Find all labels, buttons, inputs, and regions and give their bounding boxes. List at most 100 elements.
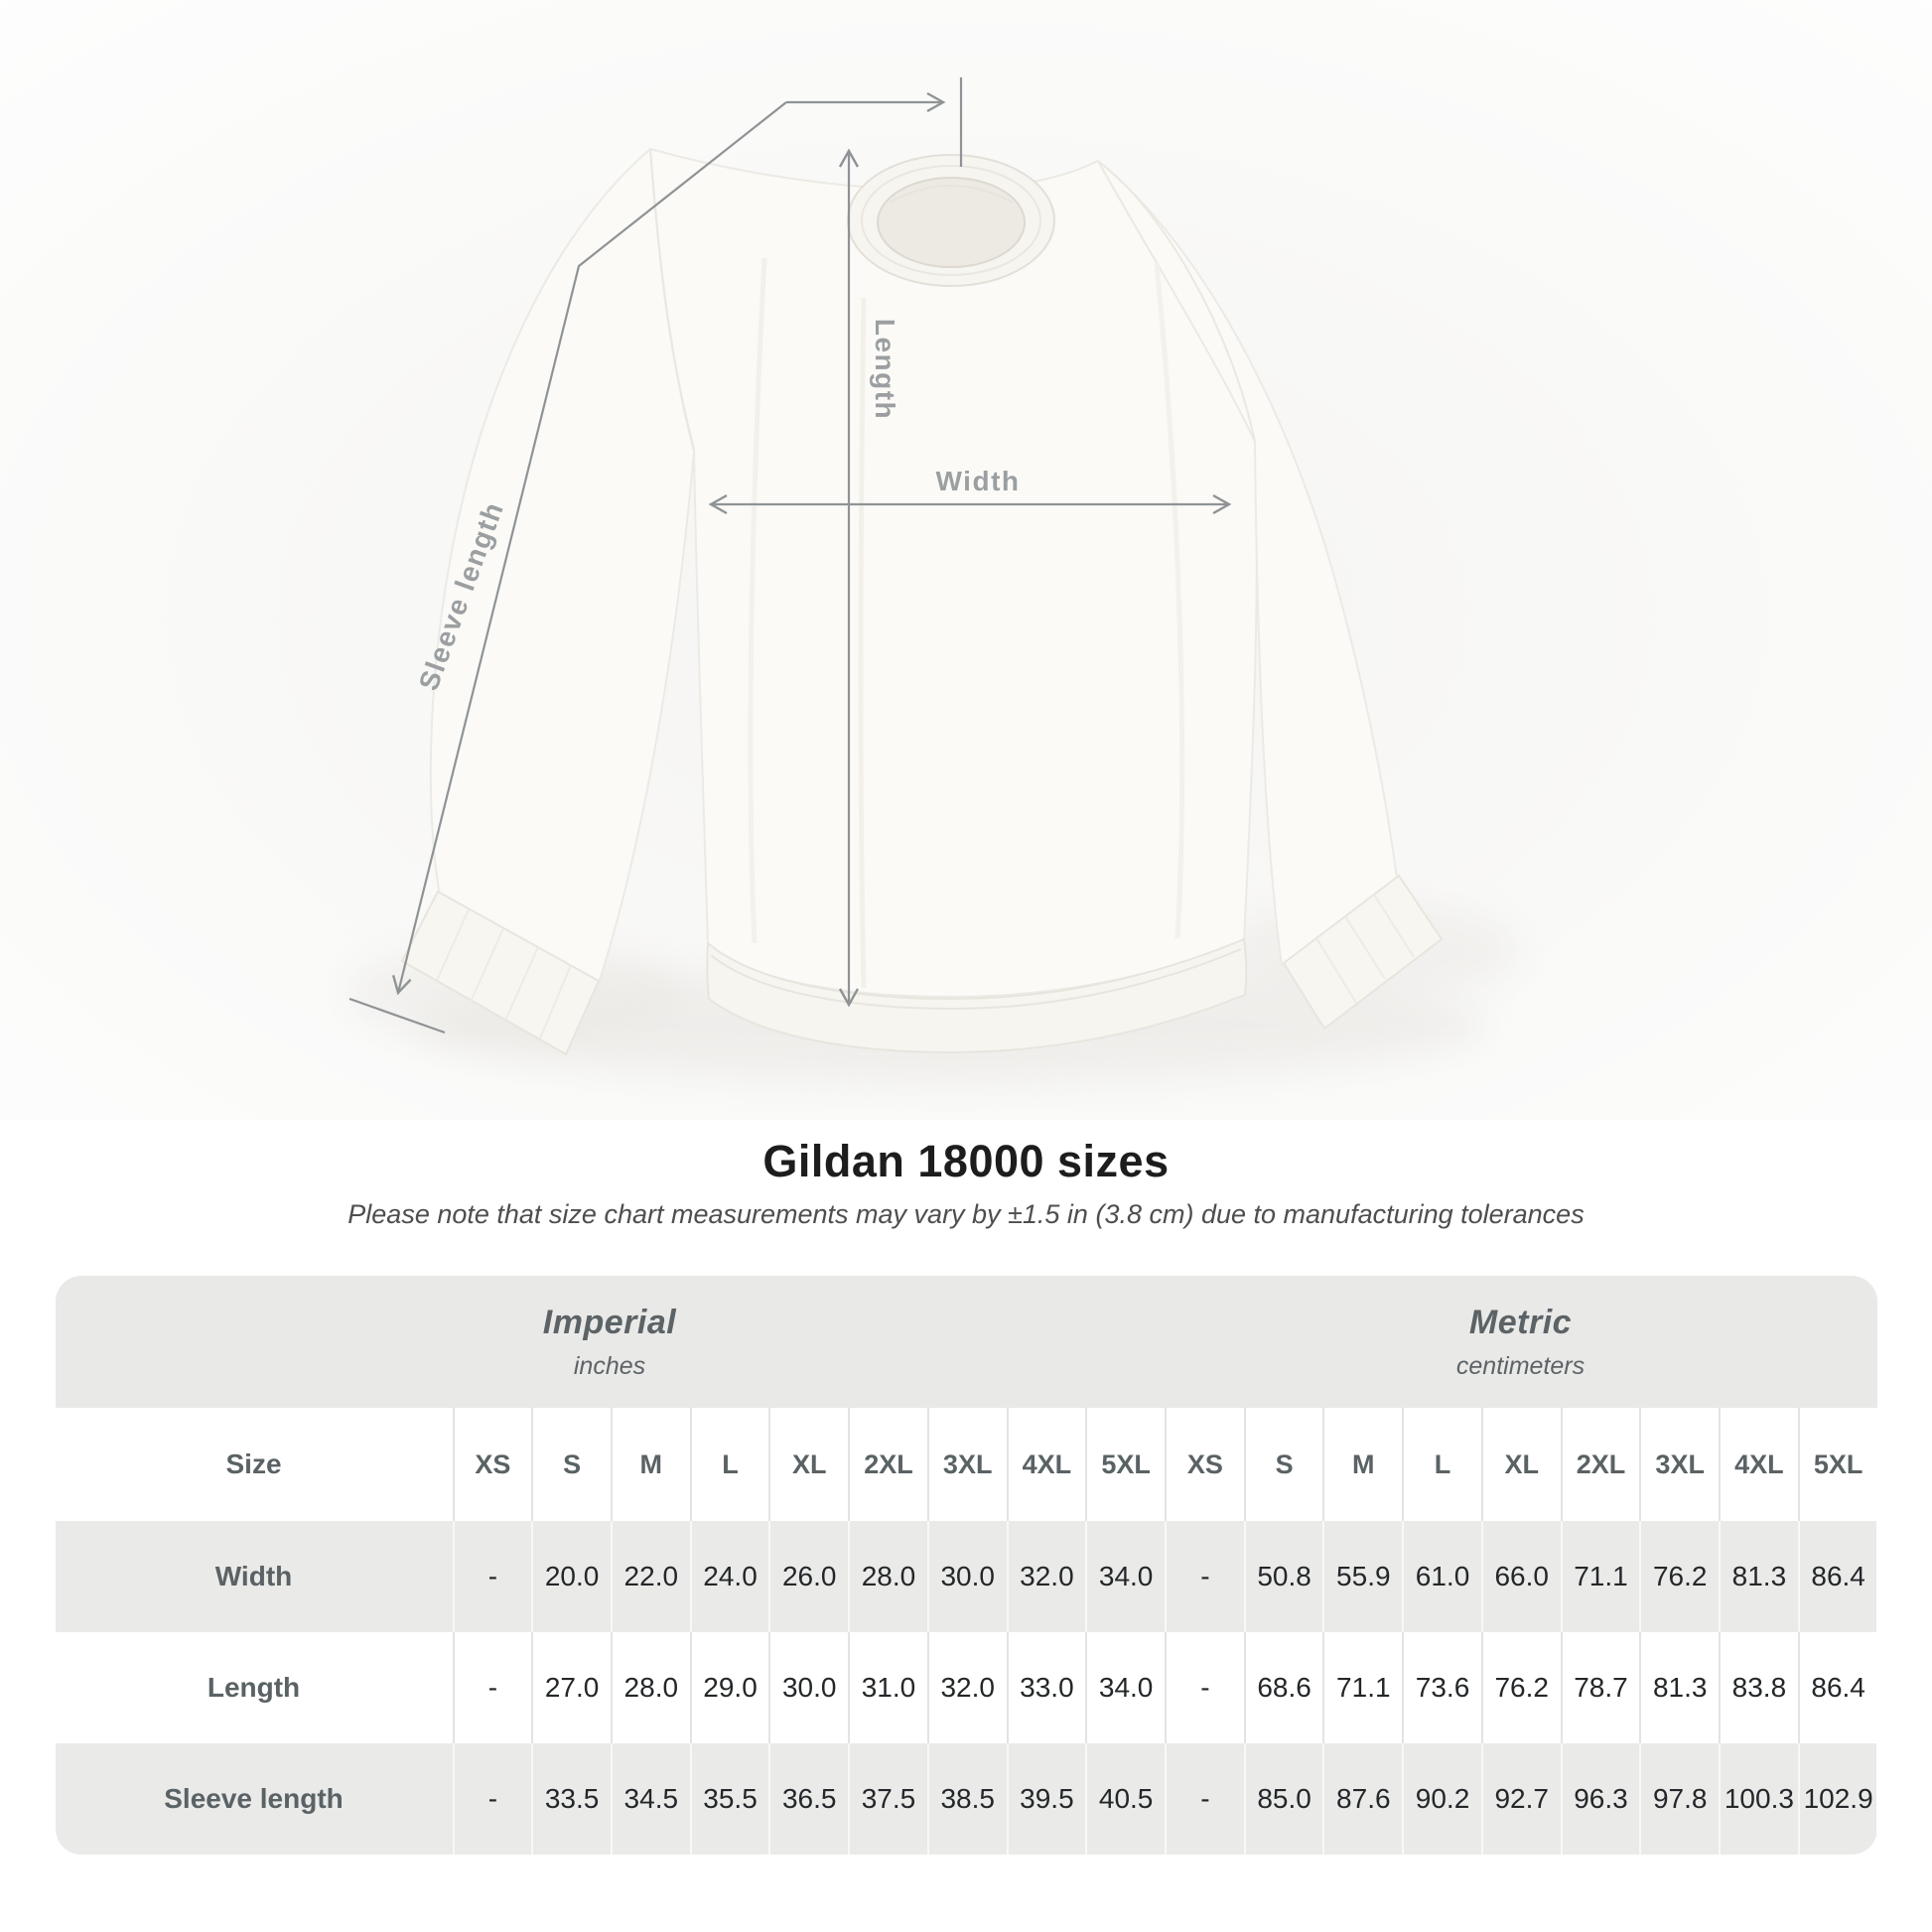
table-cell-imperial: 33.5	[531, 1743, 611, 1855]
size-chart-table: Imperial inches Metric centimeters Size X…	[55, 1276, 1877, 1855]
metric-unit-label: centimeters	[1455, 1351, 1586, 1380]
table-cell-metric: 87.6	[1322, 1743, 1403, 1855]
table-cell-imperial: 34.0	[1085, 1521, 1165, 1632]
sweatshirt-diagram: Length Width Sleeve length	[347, 77, 1519, 1082]
size-header-imperial: L	[689, 1408, 769, 1521]
size-header-imperial: XL	[768, 1408, 849, 1521]
table-cell-metric: 97.8	[1639, 1743, 1720, 1855]
size-header-imperial: S	[531, 1408, 611, 1521]
product-photo: Length Width Sleeve length	[0, 0, 1932, 1120]
table-cell-metric: 61.0	[1402, 1521, 1481, 1632]
length-dimension-label: Length	[870, 319, 900, 420]
right-cuff-ribs	[1315, 894, 1415, 1004]
table-cell-imperial: 24.0	[689, 1521, 769, 1632]
fabric-folds	[748, 257, 1185, 989]
table-cell-imperial: 38.5	[926, 1743, 1007, 1855]
table-cell-imperial: 33.0	[1006, 1632, 1086, 1743]
table-cell-metric: 81.3	[1719, 1521, 1798, 1632]
table-cell-imperial: 32.0	[1006, 1521, 1086, 1632]
sweatshirt-illustration	[401, 148, 1443, 1055]
table-cell-metric: 85.0	[1243, 1743, 1323, 1855]
size-header-metric: 2XL	[1560, 1408, 1640, 1521]
table-cell-metric: 90.2	[1402, 1743, 1481, 1855]
table-cell-imperial: 37.5	[848, 1743, 927, 1855]
table-cell-imperial: 30.0	[926, 1521, 1007, 1632]
size-header-imperial: 3XL	[926, 1408, 1007, 1521]
row-label: Width	[55, 1521, 453, 1632]
metric-label: Metric	[1468, 1303, 1573, 1341]
table-cell-metric: 86.4	[1797, 1521, 1877, 1632]
table-cell-metric: 100.3	[1719, 1743, 1798, 1855]
table-cell-metric: 71.1	[1322, 1632, 1403, 1743]
table-cell-metric: 86.4	[1797, 1632, 1877, 1743]
table-cell-imperial: 29.0	[689, 1632, 769, 1743]
sweatshirt-hem-band	[706, 938, 1248, 1053]
table-cell-metric: 50.8	[1243, 1521, 1323, 1632]
page-title: Gildan 18000 sizes	[762, 1136, 1170, 1186]
metric-group-header: Metric centimeters	[1165, 1276, 1877, 1408]
table-cell-imperial: 32.0	[926, 1632, 1007, 1743]
table-cell-metric: 76.2	[1480, 1632, 1561, 1743]
table-cell-metric: -	[1164, 1632, 1244, 1743]
imperial-group-header: Imperial inches	[56, 1276, 1165, 1408]
table-cell-metric: 55.9	[1322, 1521, 1403, 1632]
size-header-metric: M	[1322, 1408, 1403, 1521]
row-label: Sleeve length	[55, 1743, 453, 1855]
table-cell-imperial: -	[452, 1632, 532, 1743]
size-header-metric: 3XL	[1639, 1408, 1720, 1521]
unit-header-band: Imperial inches Metric centimeters	[55, 1276, 1877, 1408]
table-cell-imperial: 39.5	[1006, 1743, 1086, 1855]
table-cell-imperial: 28.0	[610, 1632, 690, 1743]
page-subtitle: Please note that size chart measurements…	[347, 1199, 1585, 1229]
size-header-imperial: M	[610, 1408, 690, 1521]
width-dimension-label: Width	[936, 466, 1021, 496]
size-header-metric: XS	[1164, 1408, 1244, 1521]
table-cell-imperial: 40.5	[1085, 1743, 1165, 1855]
table-cell-imperial: 20.0	[531, 1521, 611, 1632]
sweatshirt-right-cuff	[1283, 875, 1443, 1030]
size-header-metric: 4XL	[1719, 1408, 1798, 1521]
sleeve-length-dimension-line	[391, 101, 787, 996]
table-cell-metric: 96.3	[1560, 1743, 1640, 1855]
table-cell-metric: -	[1164, 1521, 1244, 1632]
table-cell-metric: 78.7	[1560, 1632, 1640, 1743]
size-header-metric: S	[1243, 1408, 1323, 1521]
table-cell-metric: -	[1164, 1743, 1244, 1855]
table-cell-imperial: -	[452, 1521, 532, 1632]
table-cell-metric: 68.6	[1243, 1632, 1323, 1743]
table-cell-imperial: 31.0	[848, 1632, 927, 1743]
size-header-imperial: 5XL	[1085, 1408, 1165, 1521]
table-cell-metric: 66.0	[1480, 1521, 1561, 1632]
table-cell-imperial: -	[452, 1743, 532, 1855]
table-cell-imperial: 30.0	[768, 1632, 849, 1743]
table-cell-metric: 76.2	[1639, 1521, 1720, 1632]
table-cell-metric: 73.6	[1402, 1632, 1481, 1743]
imperial-unit-label: inches	[573, 1351, 646, 1380]
armhole-seams	[649, 150, 1256, 450]
caption-block: Gildan 18000 sizes Please note that size…	[0, 1136, 1932, 1230]
size-header-metric: L	[1402, 1408, 1481, 1521]
table-cell-imperial: 28.0	[848, 1521, 927, 1632]
imperial-label: Imperial	[542, 1303, 677, 1341]
table-cell-metric: 102.9	[1797, 1743, 1877, 1855]
row-label: Length	[55, 1632, 453, 1743]
size-header-imperial: 2XL	[848, 1408, 927, 1521]
table-cell-imperial: 27.0	[531, 1632, 611, 1743]
table-cell-metric: 81.3	[1639, 1632, 1720, 1743]
left-cuff-ribs	[435, 908, 572, 1039]
size-header-metric: XL	[1480, 1408, 1561, 1521]
size-table-grid: Size XS S M L XL 2XL 3XL 4XL 5XL XS S M L XL 2XL 3XL 4XL 5…	[55, 1408, 1877, 1855]
table-cell-imperial: 36.5	[768, 1743, 849, 1855]
sweatshirt-collar	[847, 154, 1055, 287]
sleeve-cuff-tick	[348, 997, 446, 1035]
sweatshirt-right-sleeve	[1097, 160, 1398, 966]
table-cell-imperial: 34.5	[610, 1743, 690, 1855]
dimension-lines	[348, 77, 1232, 1035]
size-header-metric: 5XL	[1797, 1408, 1877, 1521]
size-header-imperial: XS	[452, 1408, 532, 1521]
table-cell-imperial: 22.0	[610, 1521, 690, 1632]
size-column-header: Size	[55, 1408, 453, 1521]
table-cell-imperial: 34.0	[1085, 1632, 1165, 1743]
table-cell-imperial: 35.5	[689, 1743, 769, 1855]
table-cell-metric: 83.8	[1719, 1632, 1798, 1743]
